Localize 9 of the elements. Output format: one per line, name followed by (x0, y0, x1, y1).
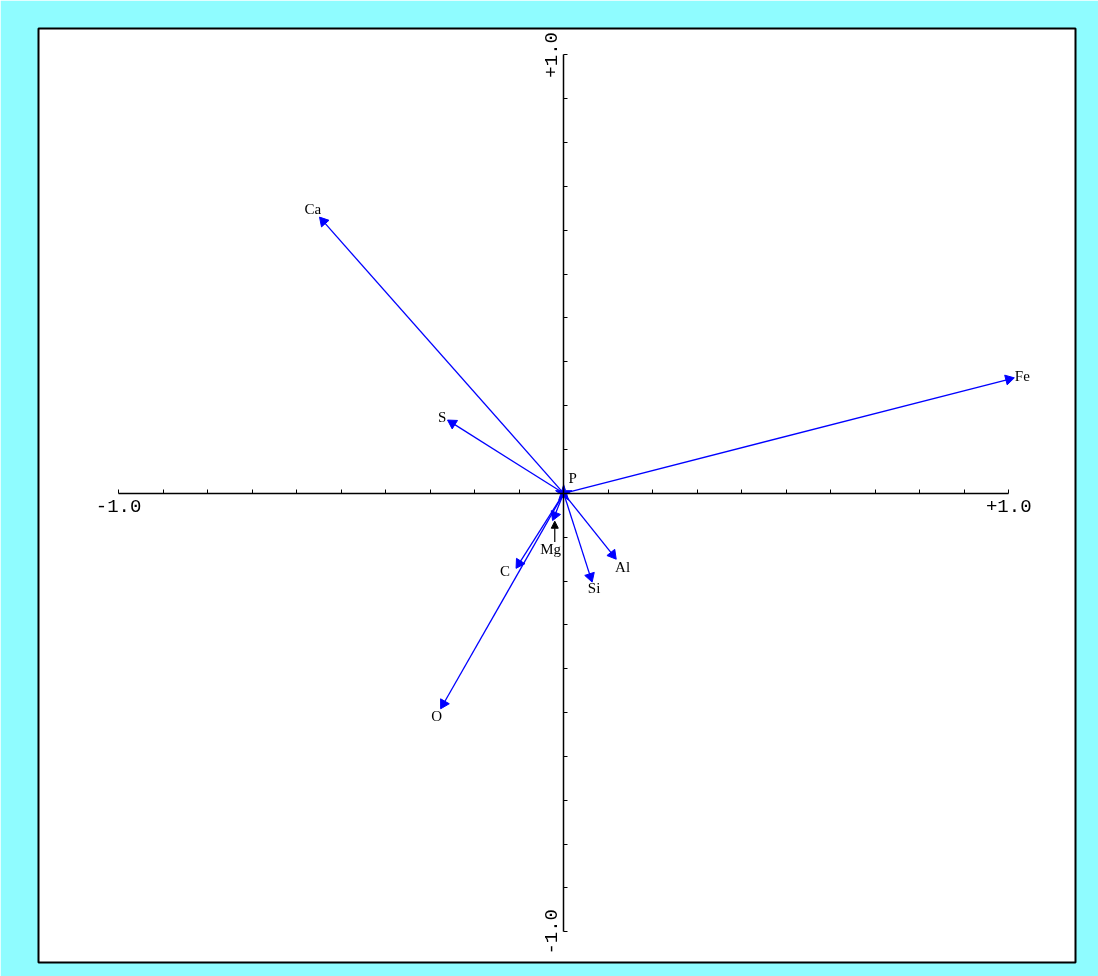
series-label: Mg (540, 540, 562, 557)
series-label: Ca (304, 201, 322, 218)
series-label: Si (587, 580, 601, 597)
series-label: P (568, 469, 577, 486)
series-label: C (499, 562, 510, 579)
series-label: Fe (1014, 367, 1031, 384)
series-label: Al (615, 559, 631, 576)
series-label: O (431, 707, 443, 724)
series-label: S (438, 408, 447, 425)
